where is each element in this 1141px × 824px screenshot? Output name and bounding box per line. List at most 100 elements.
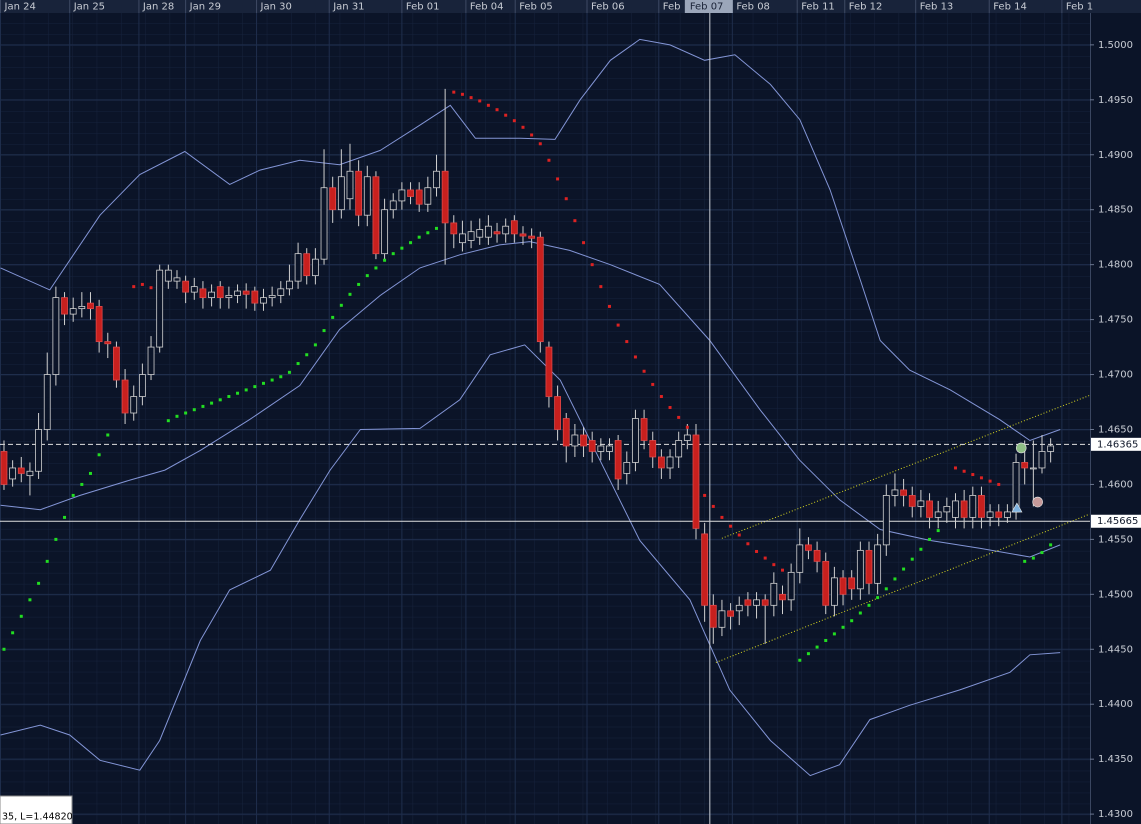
candle-body xyxy=(329,187,337,211)
candle-body xyxy=(190,286,198,293)
y-tick-label: 1.4500 xyxy=(1098,589,1133,600)
sar-dot xyxy=(997,482,1001,486)
sar-dot xyxy=(737,533,741,537)
candle-body xyxy=(649,440,657,458)
y-tick-label: 1.4600 xyxy=(1098,479,1133,490)
date-bar-bg xyxy=(0,0,1141,13)
signal-marker xyxy=(1015,442,1027,454)
candle-body xyxy=(882,495,890,546)
candle-body xyxy=(830,577,838,606)
candle-body xyxy=(865,549,873,584)
sar-dot xyxy=(305,353,309,357)
candle-body xyxy=(632,418,639,463)
candle-body xyxy=(960,500,968,518)
candle-body xyxy=(718,610,726,628)
sar-dot xyxy=(504,113,508,117)
sar-dot xyxy=(746,542,750,546)
candle-body xyxy=(130,396,138,414)
sar-dot xyxy=(988,479,992,483)
candle-body xyxy=(770,582,778,606)
candle-body xyxy=(606,445,613,452)
candle-body xyxy=(355,170,363,216)
candle-body xyxy=(510,220,518,235)
sar-dot xyxy=(962,469,966,473)
status-text: 35, L=1.44820 xyxy=(2,812,73,823)
candle-body xyxy=(0,451,8,485)
candle-body xyxy=(208,291,215,299)
y-tick-label: 1.4950 xyxy=(1098,95,1133,106)
sar-dot xyxy=(253,385,257,389)
candle-body xyxy=(277,288,285,296)
sar-dot xyxy=(867,603,871,607)
x-tick-label: Jan 25 xyxy=(73,2,105,13)
sar-dot xyxy=(236,391,240,395)
sar-dot xyxy=(1023,559,1027,563)
x-tick-label: Feb 14 xyxy=(993,2,1027,13)
sar-dot xyxy=(45,559,49,563)
candle-body xyxy=(995,511,1003,518)
sar-dot xyxy=(780,568,784,572)
candle-body xyxy=(1047,445,1055,452)
sar-dot xyxy=(331,315,335,319)
candle-body xyxy=(294,253,302,282)
x-tick-label: Feb 12 xyxy=(849,2,883,13)
candle-body xyxy=(813,549,821,562)
sar-dot xyxy=(850,619,854,623)
sar-dot xyxy=(313,343,317,347)
candle-body xyxy=(1029,467,1037,470)
sar-dot xyxy=(1031,556,1035,560)
candle-body xyxy=(87,302,94,310)
sar-dot xyxy=(19,614,23,618)
sar-dot xyxy=(434,226,438,230)
sar-dot xyxy=(633,355,637,359)
sar-dot xyxy=(642,369,646,373)
sar-dot xyxy=(106,433,110,437)
sar-dot xyxy=(218,398,222,402)
price-label-bg xyxy=(1091,514,1141,528)
candle-body xyxy=(182,280,190,293)
candle-body xyxy=(908,495,916,507)
sar-dot xyxy=(149,286,153,290)
candle-body xyxy=(1038,451,1046,469)
sar-dot xyxy=(383,258,387,262)
candle-body xyxy=(986,511,994,518)
sar-dot xyxy=(772,563,776,567)
candle-body xyxy=(709,604,717,628)
candle-body xyxy=(978,495,985,518)
sar-dot xyxy=(677,415,681,419)
candle-body xyxy=(459,233,466,244)
candle-body xyxy=(796,544,804,573)
candle-body xyxy=(35,429,42,472)
candle-body xyxy=(407,189,414,197)
candle-body xyxy=(917,500,925,507)
candle-body xyxy=(433,170,440,189)
sar-dot xyxy=(409,241,413,245)
sar-dot xyxy=(607,304,611,308)
sar-dot xyxy=(175,414,179,418)
candle-body xyxy=(1003,511,1011,518)
y-tick-label: 1.4750 xyxy=(1098,315,1133,326)
sar-dot xyxy=(919,547,923,551)
sar-dot xyxy=(685,425,689,429)
candle-body xyxy=(95,306,103,342)
y-tick-label: 1.4800 xyxy=(1098,260,1133,271)
sar-dot xyxy=(71,493,75,497)
sar-dot xyxy=(616,323,620,327)
candle-body xyxy=(805,544,812,551)
candle-body xyxy=(320,187,328,260)
sar-dot xyxy=(582,241,586,245)
candle-body xyxy=(735,604,743,612)
candle-body xyxy=(104,341,112,345)
candle-body xyxy=(900,489,907,496)
x-tick-label: Feb 11 xyxy=(801,2,835,13)
candle-body xyxy=(216,286,224,299)
sar-dot xyxy=(140,282,144,286)
candle-body xyxy=(588,440,596,452)
candle-body xyxy=(381,209,388,255)
candle-body xyxy=(528,235,536,239)
y-tick-label: 1.4650 xyxy=(1098,424,1133,435)
candle-body xyxy=(536,236,544,342)
sar-dot xyxy=(659,395,663,399)
